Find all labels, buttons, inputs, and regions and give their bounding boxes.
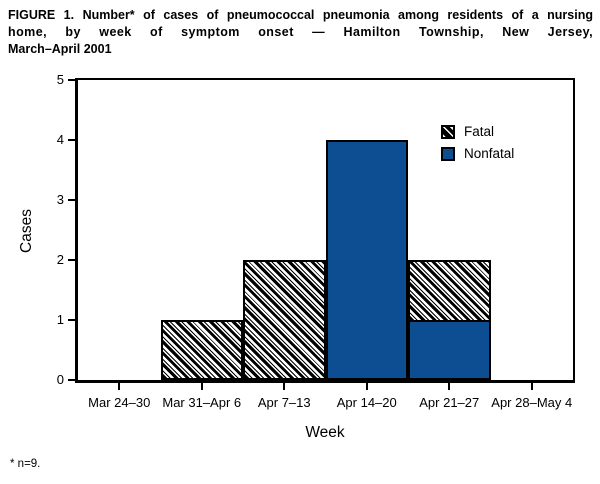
- bar-segment-fatal-4: [408, 260, 491, 322]
- y-tick-label-4: 4: [56, 132, 64, 147]
- bar-segment-fatal-2: [243, 260, 326, 380]
- x-tick-5: [530, 383, 533, 390]
- title-line-1: FIGURE 1. Number* of cases of pneumococc…: [8, 8, 593, 22]
- x-tick-label-3: Apr 14–20: [336, 395, 397, 410]
- x-tick-label-1: Mar 31–Apr 6: [162, 395, 242, 410]
- y-tick-label-1: 1: [56, 312, 64, 327]
- x-tick-label-2: Apr 7–13: [257, 395, 311, 410]
- x-tick-2: [283, 383, 286, 390]
- y-tick-label-5: 5: [56, 72, 64, 87]
- legend-item-fatal: Fatal: [441, 125, 514, 139]
- y-tick-1: [68, 319, 75, 321]
- y-tick-label-3: 3: [56, 192, 64, 207]
- y-tick-label-2: 2: [56, 252, 64, 267]
- y-tick-label-0: 0: [56, 372, 64, 387]
- fatal-hatch-swatch-icon: [441, 125, 455, 139]
- nonfatal-solid-swatch-icon: [441, 147, 455, 161]
- x-tick-label-0: Mar 24–30: [88, 395, 151, 410]
- x-tick-1: [200, 383, 203, 390]
- x-tick-0: [118, 383, 121, 390]
- legend-label-fatal: Fatal: [464, 124, 495, 139]
- title-line-3: March–April 2001: [8, 42, 112, 56]
- legend-label-nonfatal: Nonfatal: [464, 146, 515, 161]
- footnote: * n=9.: [10, 458, 41, 470]
- x-axis-title: Week: [305, 424, 345, 441]
- plot-area: Fatal Nonfatal: [75, 78, 575, 383]
- bar-segment-nonfatal-4: [408, 320, 491, 380]
- y-tick-2: [68, 259, 75, 261]
- legend: Fatal Nonfatal: [441, 125, 514, 169]
- x-tick-4: [448, 383, 451, 390]
- x-tick-label-5: Apr 28–May 4: [491, 395, 573, 410]
- y-tick-3: [68, 199, 75, 201]
- y-tick-4: [68, 139, 75, 141]
- bar-segment-fatal-1: [160, 320, 243, 380]
- x-tick-3: [365, 383, 368, 390]
- y-tick-5: [68, 79, 75, 81]
- title-line-2: home, by week of symptom onset — Hamilto…: [8, 25, 593, 39]
- bar-segment-nonfatal-3: [325, 140, 408, 380]
- y-tick-0: [68, 379, 75, 381]
- y-axis-title: Cases: [18, 208, 35, 253]
- x-tick-label-4: Apr 21–27: [419, 395, 480, 410]
- legend-item-nonfatal: Nonfatal: [441, 147, 514, 161]
- figure-title: FIGURE 1. Number* of cases of pneumococc…: [8, 7, 593, 58]
